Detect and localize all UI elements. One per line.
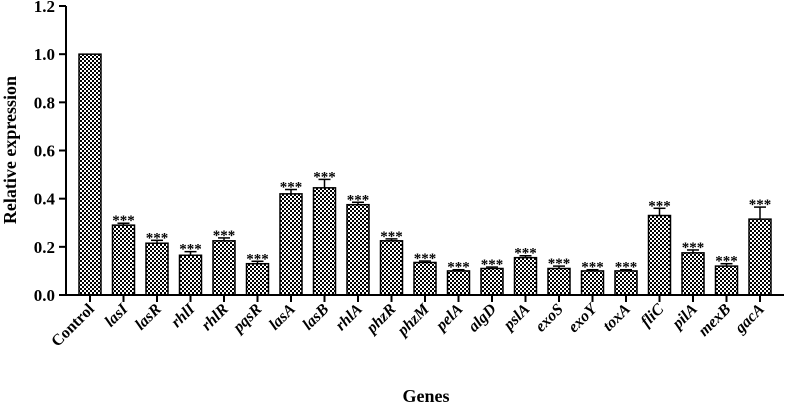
y-tick-label: 0.0 <box>34 286 55 305</box>
x-tick-label: fliC <box>638 301 668 331</box>
bar <box>513 256 538 296</box>
x-tick-label: phzM <box>393 300 433 340</box>
x-tick-label: rhlI <box>168 300 199 331</box>
significance-label: *** <box>581 260 604 276</box>
y-axis-title: Relative expression <box>0 76 20 224</box>
bar <box>145 242 169 296</box>
y-tick-label: 0.4 <box>34 190 56 209</box>
x-tick-label: toxA <box>600 301 634 335</box>
x-tick-label: exoY <box>565 300 601 336</box>
significance-label: *** <box>615 260 638 276</box>
significance-label: *** <box>715 254 738 270</box>
bar <box>279 193 303 296</box>
bar <box>647 214 672 296</box>
significance-label: *** <box>280 180 303 196</box>
y-tick-label: 0.2 <box>34 238 55 257</box>
x-tick-label: rhlA <box>332 301 366 335</box>
significance-label: *** <box>213 228 236 244</box>
bar <box>111 224 136 296</box>
bar <box>312 187 337 296</box>
y-tick-label: 0.8 <box>34 93 55 112</box>
bar <box>346 203 370 296</box>
x-tick-label: gacA <box>731 301 768 338</box>
x-tick-label: phzR <box>362 301 400 339</box>
significance-label: *** <box>313 169 336 185</box>
significance-label: *** <box>447 260 470 276</box>
x-tick-label: Control <box>48 300 98 350</box>
significance-label: *** <box>146 230 169 246</box>
significance-label: *** <box>682 240 705 256</box>
y-tick-label: 1.0 <box>34 45 55 64</box>
significance-label: *** <box>749 197 772 213</box>
x-tick-label: mexB <box>695 301 734 340</box>
x-tick-label: pqsR <box>229 301 266 338</box>
significance-label: *** <box>347 192 370 208</box>
significance-label: *** <box>112 213 135 229</box>
x-tick-label: lasI <box>102 300 132 330</box>
significance-label: *** <box>481 257 504 273</box>
significance-label: *** <box>648 198 671 214</box>
x-tick-label: exoS <box>532 301 567 336</box>
bar <box>245 262 270 296</box>
x-axis-title: Genes <box>403 386 450 406</box>
bar <box>212 240 236 296</box>
x-tick-label: lasB <box>300 301 333 334</box>
x-tick-label: algD <box>465 300 500 335</box>
significance-label: *** <box>380 229 403 245</box>
bar <box>379 240 404 296</box>
significance-label: *** <box>514 246 537 262</box>
bar <box>681 252 705 296</box>
bar <box>714 265 739 296</box>
significance-label: *** <box>179 242 202 258</box>
significance-label: *** <box>414 251 437 267</box>
y-tick-label: 0.6 <box>34 142 55 161</box>
bar <box>178 254 203 296</box>
significance-label: *** <box>548 256 571 272</box>
bar <box>413 261 437 296</box>
x-tick-label: pslA <box>499 301 533 335</box>
bars-layer: *** *** *** *** *** *** *** *** *** *** *** *** *** *… <box>78 53 772 296</box>
y-ticks: 0.0 0.2 0.4 0.6 0.8 1.0 1.2 <box>34 0 66 305</box>
x-tick-label: lasR <box>132 301 165 334</box>
x-tick-label: lasA <box>266 301 299 334</box>
y-tick-label: 1.2 <box>34 0 55 16</box>
bar <box>748 218 772 296</box>
x-tick-label: pelA <box>432 301 467 336</box>
bar <box>547 267 571 296</box>
significance-label: *** <box>246 251 269 267</box>
x-tick-label: rhlR <box>198 301 232 335</box>
bar <box>78 53 102 296</box>
